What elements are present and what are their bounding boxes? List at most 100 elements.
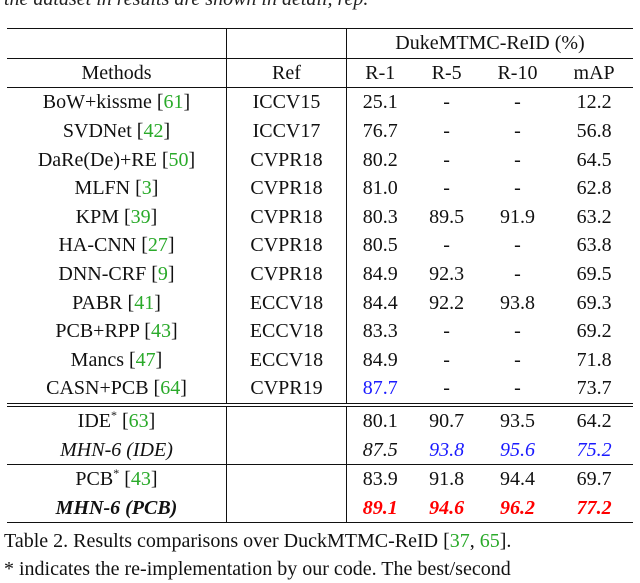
map-cell: 69.3 (576, 291, 612, 314)
map-cell: 69.2 (576, 320, 612, 343)
citation-link[interactable]: 37 (449, 530, 470, 552)
caption-second-line: * indicates the re-implementation by our… (4, 558, 511, 580)
table-row: CASN+PCB [64] CVPR19 87.7 - - 73.7 (7, 374, 633, 405)
r1-cell: 76.7 (345, 116, 414, 146)
r5-cell: - (443, 377, 450, 400)
col-header-ref: Ref (226, 57, 347, 88)
citation-link[interactable]: 9 (157, 263, 168, 286)
table-row: MHN-6 (PCB) 89.1 94.6 96.2 77.2 (7, 493, 633, 524)
map-cell: 77.2 (555, 493, 633, 524)
r10-cell: 93.5 (479, 402, 556, 436)
citation-link[interactable]: 65 (479, 530, 500, 552)
citation-link[interactable]: 63 (128, 410, 149, 433)
r1-cell: 80.1 (345, 402, 414, 436)
r5-cell: 94.6 (413, 493, 480, 524)
r10-cell: - (514, 148, 521, 171)
method-cell: Mancs [47] (70, 348, 163, 371)
r5-cell: 93.8 (429, 438, 465, 461)
r5-cell: - (443, 320, 450, 343)
method-cell: IDE* [63] (7, 402, 227, 436)
citation-link[interactable]: 3 (141, 177, 152, 200)
r1-cell: 80.5 (345, 231, 414, 260)
method-cell: MLFN [3] (74, 177, 159, 200)
citation-link[interactable]: 43 (130, 468, 151, 491)
r10-cell: 95.6 (499, 438, 535, 461)
r10-cell: - (514, 177, 521, 200)
citation-link[interactable]: 61 (163, 91, 184, 114)
r1-cell: 80.2 (345, 145, 414, 174)
method-cell: PCB+RPP [43] (55, 320, 178, 343)
r5-cell: - (413, 87, 480, 117)
method-cell: DNN-CRF [9] (58, 263, 175, 286)
map-cell: 69.5 (576, 263, 612, 286)
ref-cell: ECCV18 (226, 345, 347, 375)
method-cell: CASN+PCB [64] (46, 377, 187, 400)
col-header-map: mAP (555, 57, 633, 88)
method-cell: PCB* [43] (7, 463, 227, 494)
r5-cell: - (443, 234, 450, 257)
table-header-dataset-row: DukeMTMC-ReID (%) (7, 28, 633, 59)
ref-cell: ECCV18 (226, 316, 347, 346)
citation-link[interactable]: 64 (160, 377, 181, 400)
ref-cell (226, 435, 347, 465)
method-cell: SVDNet [42] (62, 120, 171, 143)
ref-cell: CVPR18 (226, 145, 347, 174)
ref-cell: ICCV17 (226, 116, 347, 146)
citation-link[interactable]: 47 (135, 348, 156, 371)
r5-cell: 92.3 (429, 263, 465, 286)
r1-cell: 84.9 (345, 259, 414, 289)
ref-cell: ICCV15 (226, 87, 347, 117)
method-cell: KPM [39] (75, 205, 158, 228)
r10-cell: - (514, 263, 521, 286)
ref-cell: CVPR18 (226, 231, 347, 260)
citation-link[interactable]: 41 (134, 291, 155, 314)
r5-cell: - (443, 348, 450, 371)
table-row: SVDNet [42] ICCV17 76.7 - - 56.8 (7, 116, 633, 146)
ref-cell: CVPR18 (226, 202, 347, 232)
r10-cell: 94.4 (479, 463, 556, 494)
map-cell: 63.2 (576, 205, 612, 228)
r1-cell: 25.1 (345, 87, 414, 117)
ref-cell: CVPR19 (226, 374, 347, 405)
table-row: DaRe(De)+RE [50] CVPR18 80.2 - - 64.5 (7, 145, 633, 174)
r10-cell: - (514, 234, 521, 257)
ref-cell: CVPR18 (226, 173, 347, 203)
map-cell: 73.7 (576, 377, 612, 400)
table-row: PABR [41] ECCV18 84.4 92.2 93.8 69.3 (7, 288, 633, 317)
map-cell: 64.5 (576, 148, 612, 171)
method-cell: MHN-6 (PCB) (7, 493, 227, 524)
r10-cell: 93.8 (499, 291, 535, 314)
r10-cell: 91.9 (499, 205, 535, 228)
ref-cell: CVPR18 (226, 259, 347, 289)
table-row: BoW+kissme [61] ICCV15 25.1 - - 12.2 (7, 87, 633, 117)
citation-link[interactable]: 39 (130, 205, 151, 228)
map-cell: 56.8 (576, 120, 612, 143)
r5-cell: - (443, 120, 450, 143)
r1-cell: 87.7 (345, 374, 414, 405)
results-table: DukeMTMC-ReID (%) Methods Ref R-1 R-5 R-… (7, 28, 633, 524)
table-header-columns-row: Methods Ref R-1 R-5 R-10 mAP (7, 57, 633, 88)
ref-cell (226, 402, 347, 436)
citation-link[interactable]: 50 (168, 148, 189, 171)
table-row: PCB* [43] 83.9 91.8 94.4 69.7 (7, 463, 633, 494)
r1-cell: 87.5 (345, 435, 414, 465)
r10-cell: - (514, 120, 521, 143)
r5-cell: 92.2 (429, 291, 465, 314)
map-cell: 12.2 (555, 87, 633, 117)
ref-cell: ECCV18 (226, 288, 347, 317)
r1-cell: 89.1 (345, 493, 414, 524)
table-row: HA-CNN [27] CVPR18 80.5 - - 63.8 (7, 231, 633, 260)
table-row: DNN-CRF [9] CVPR18 84.9 92.3 - 69.5 (7, 259, 633, 289)
r1-cell: 81.0 (345, 173, 414, 203)
method-cell: HA-CNN [27] (58, 234, 175, 257)
citation-link[interactable]: 43 (150, 320, 171, 343)
citation-link[interactable]: 27 (147, 234, 168, 257)
table-row: Mancs [47] ECCV18 84.9 - - 71.8 (7, 345, 633, 375)
table-row: IDE* [63] 80.1 90.7 93.5 64.2 (7, 402, 633, 436)
method-cell: DaRe(De)+RE [50] (37, 148, 196, 171)
col-header-r10: R-10 (479, 57, 556, 88)
citation-link[interactable]: 42 (143, 120, 164, 143)
r10-cell: - (514, 348, 521, 371)
table-row: KPM [39] CVPR18 80.3 89.5 91.9 63.2 (7, 202, 633, 232)
r1-cell: 80.3 (345, 202, 414, 232)
